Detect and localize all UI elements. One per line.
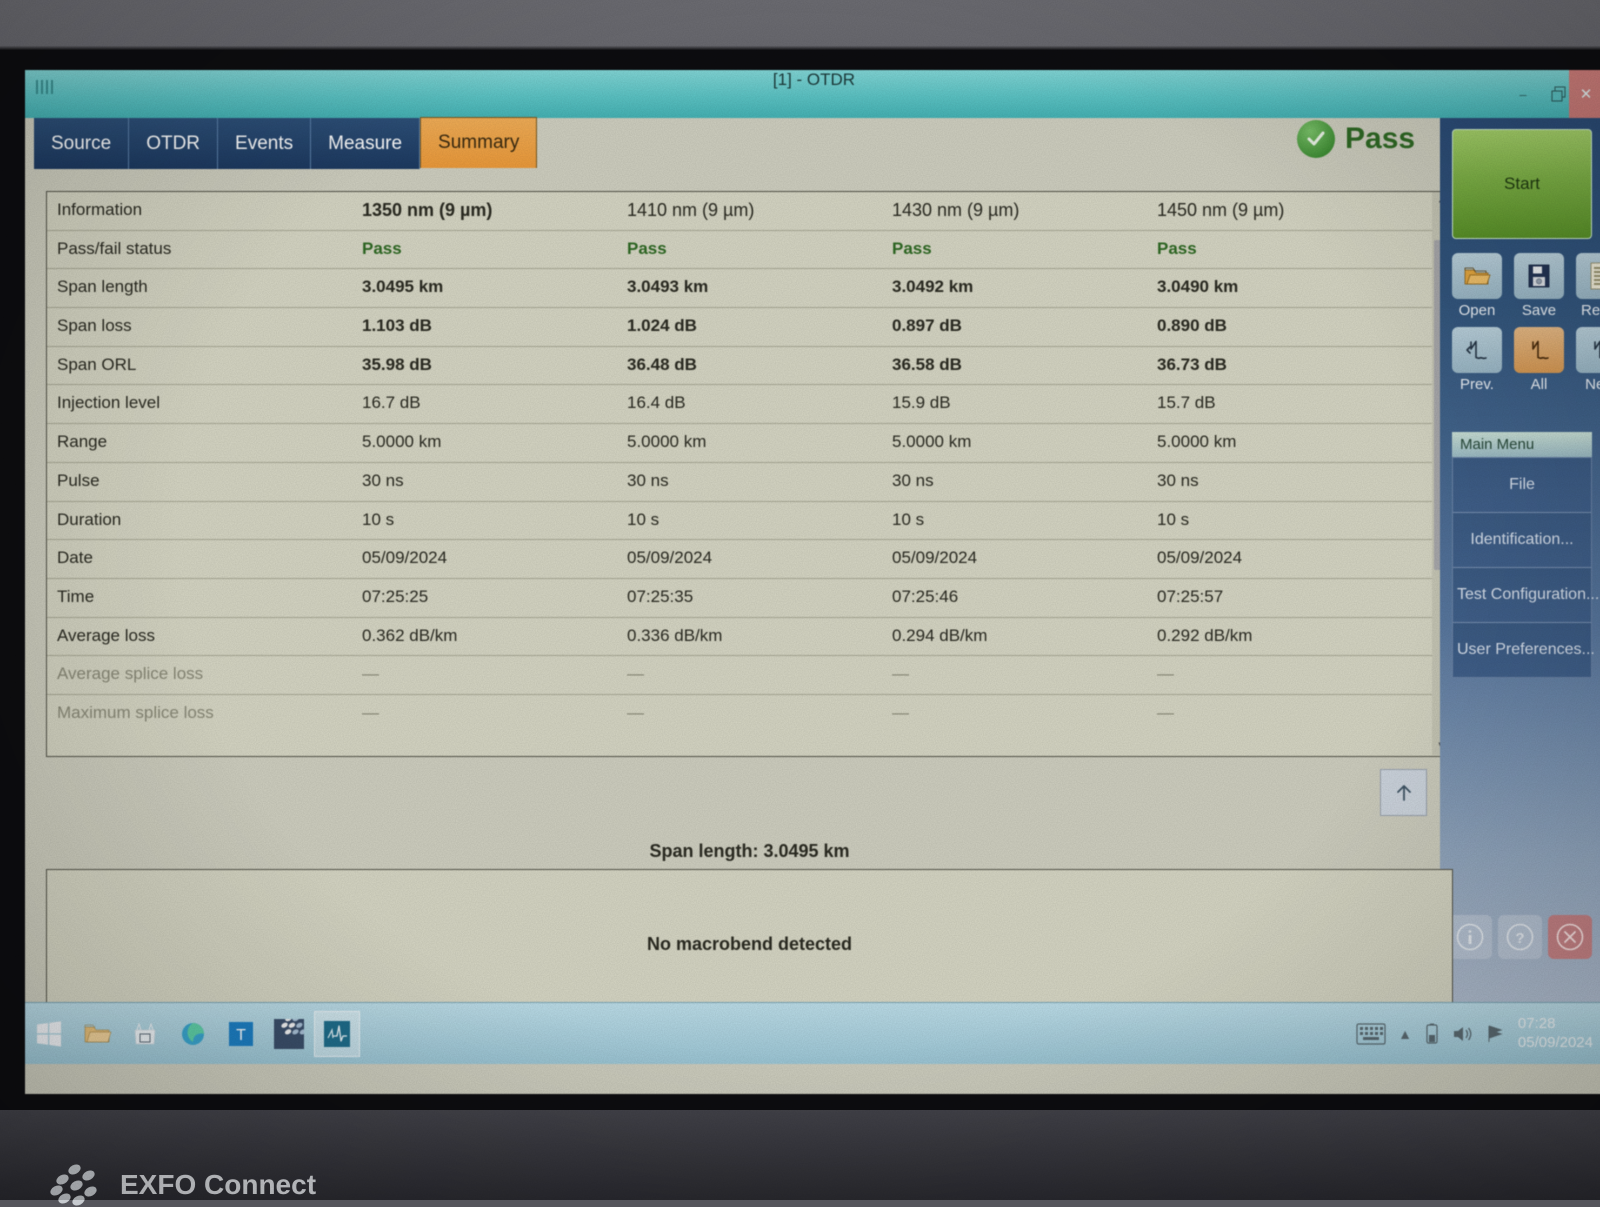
- svg-text:T: T: [236, 1027, 246, 1044]
- svg-text:?: ?: [1515, 930, 1524, 947]
